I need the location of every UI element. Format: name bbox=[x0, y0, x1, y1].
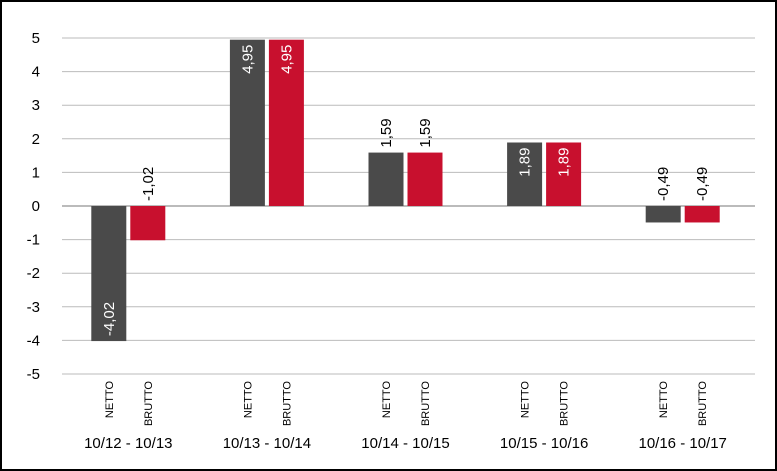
bar bbox=[268, 39, 304, 207]
y-tick-label: 5 bbox=[32, 30, 40, 47]
y-tick-label: -3 bbox=[27, 299, 40, 316]
series-label: BRUTTO bbox=[281, 381, 293, 426]
bar bbox=[368, 152, 404, 206]
y-tick-label: -2 bbox=[27, 265, 40, 282]
bar bbox=[645, 206, 681, 223]
data-label: 1,89 bbox=[517, 147, 534, 176]
data-label: -1,02 bbox=[140, 167, 157, 201]
y-tick-label: 2 bbox=[32, 131, 40, 148]
series-label: NETTO bbox=[242, 381, 254, 419]
bar bbox=[684, 206, 720, 223]
data-label: 1,89 bbox=[556, 147, 573, 176]
bar bbox=[229, 39, 265, 207]
data-label: 4,95 bbox=[239, 45, 256, 74]
x-tick-label: 10/14 - 10/15 bbox=[361, 435, 449, 452]
series-label: BRUTTO bbox=[420, 381, 432, 426]
bar bbox=[91, 206, 127, 342]
series-label: BRUTTO bbox=[559, 381, 571, 426]
y-tick-label: 1 bbox=[32, 164, 40, 181]
y-tick-label: 0 bbox=[32, 198, 40, 215]
x-tick-label: 10/16 - 10/17 bbox=[638, 435, 726, 452]
bar bbox=[130, 206, 166, 241]
series-label: BRUTTO bbox=[143, 381, 155, 426]
y-tick-label: -5 bbox=[27, 366, 40, 383]
y-tick-label: 4 bbox=[32, 64, 40, 81]
bar bbox=[407, 152, 443, 206]
bar bbox=[546, 142, 582, 206]
series-label: NETTO bbox=[104, 381, 116, 419]
x-tick-label: 10/13 - 10/14 bbox=[223, 435, 311, 452]
data-label: 4,95 bbox=[278, 45, 295, 74]
data-label: -0,49 bbox=[655, 167, 672, 201]
y-tick-label: -4 bbox=[27, 332, 40, 349]
data-label: 1,59 bbox=[378, 118, 395, 147]
series-label: NETTO bbox=[381, 381, 393, 419]
y-tick-label: -1 bbox=[27, 232, 40, 249]
data-label: -4,02 bbox=[101, 302, 118, 336]
data-label: -0,49 bbox=[694, 167, 711, 201]
x-tick-label: 10/15 - 10/16 bbox=[500, 435, 588, 452]
series-label: NETTO bbox=[658, 381, 670, 419]
series-label: NETTO bbox=[520, 381, 532, 419]
data-label: 1,59 bbox=[417, 118, 434, 147]
x-tick-label: 10/12 - 10/13 bbox=[84, 435, 172, 452]
y-tick-label: 3 bbox=[32, 97, 40, 114]
bar bbox=[507, 142, 543, 206]
series-label: BRUTTO bbox=[697, 381, 709, 426]
